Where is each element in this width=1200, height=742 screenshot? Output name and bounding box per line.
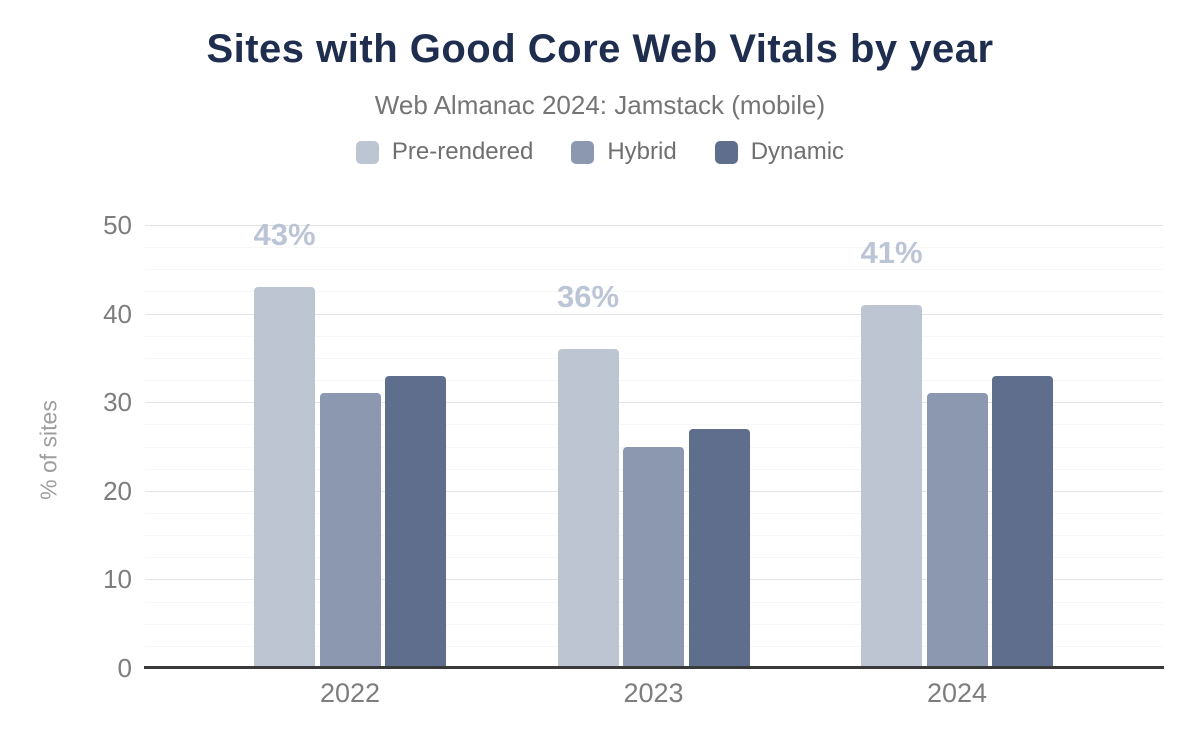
chart-title: Sites with Good Core Web Vitals by year — [206, 27, 994, 71]
legend-swatch-icon — [355, 140, 379, 164]
legend: Pre-rendered Hybrid Dynamic — [0, 140, 1200, 164]
bar-dynamic-2024 — [992, 375, 1053, 668]
bar-value-label: 36% — [556, 279, 620, 315]
y-tick-label: 30 — [103, 387, 132, 418]
y-tick-label: 20 — [103, 475, 132, 506]
gridline-major — [145, 402, 1163, 404]
chart-subtitle: Web Almanac 2024: Jamstack (mobile) — [374, 90, 826, 120]
bar-hybrid-2022 — [319, 393, 381, 668]
legend-item-hybrid: Hybrid — [571, 138, 677, 165]
bar-value-label: 43% — [253, 217, 316, 253]
x-tick-label: 2024 — [926, 678, 988, 708]
legend-item-dynamic: Dynamic — [714, 138, 845, 165]
bar-pre-rendered-2023 — [557, 349, 619, 668]
legend-label: Pre-rendered — [391, 138, 534, 165]
y-tick-label: 10 — [103, 564, 132, 595]
y-tick-label: 40 — [103, 298, 132, 329]
y-axis-title: % of sites — [35, 400, 62, 500]
legend-item-pre-rendered: Pre-rendered — [355, 138, 534, 165]
gridline-major — [145, 313, 1163, 315]
gridline-minor — [145, 424, 1163, 426]
bar-value-label: 41% — [860, 234, 923, 270]
x-tick-label: 2022 — [319, 678, 381, 708]
bar-hybrid-2023 — [623, 446, 684, 668]
gridline-minor — [145, 357, 1163, 359]
legend-label: Hybrid — [607, 138, 677, 165]
bar-dynamic-2022 — [385, 375, 446, 668]
legend-swatch-icon — [571, 140, 595, 164]
legend-label: Dynamic — [750, 138, 845, 165]
x-axis-baseline — [144, 666, 1164, 669]
y-tick-label: 0 — [117, 653, 132, 683]
gridline-minor — [145, 380, 1163, 382]
legend-swatch-icon — [714, 140, 738, 164]
bar-pre-rendered-2022 — [254, 287, 315, 668]
x-tick-label: 2023 — [623, 678, 684, 708]
bar-dynamic-2023 — [688, 428, 750, 668]
gridline-minor — [145, 269, 1163, 271]
gridline-minor — [145, 335, 1163, 337]
bar-hybrid-2024 — [926, 393, 988, 668]
gridline-minor — [145, 247, 1163, 249]
bar-pre-rendered-2024 — [861, 304, 922, 668]
y-tick-label: 50 — [103, 210, 132, 240]
gridline-major — [145, 225, 1163, 226]
gridline-minor — [145, 291, 1163, 293]
